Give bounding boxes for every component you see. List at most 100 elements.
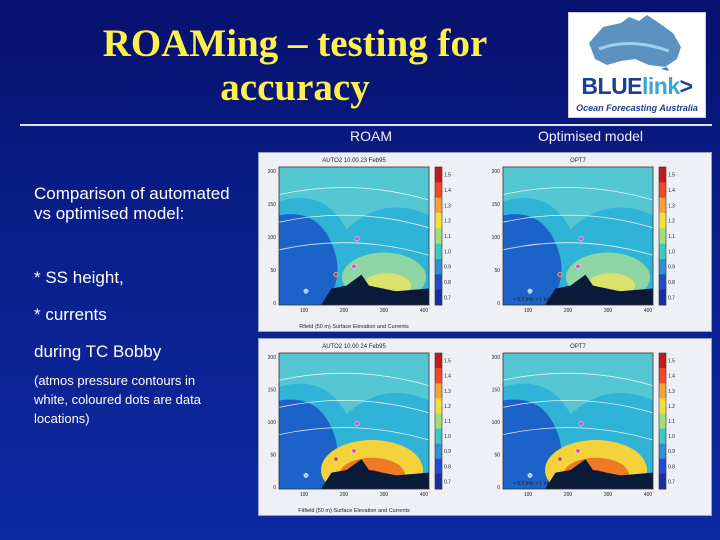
logo-word-link: link (642, 73, 680, 99)
y-tick-label: 200 (268, 355, 277, 361)
model-map (279, 167, 429, 305)
y-tick-label: 200 (268, 169, 277, 175)
colorbar-segment (435, 443, 442, 460)
map-xlabel: Rfield (50 m) Surface Elevation and Curr… (299, 324, 409, 330)
colorbar-tick-label: 0.7 (668, 295, 675, 301)
colorbar-segment (659, 473, 666, 490)
coastline (545, 459, 653, 489)
colorbar-tick-label: 0.8 (668, 464, 675, 470)
colorbar-tick-label: 0.7 (444, 295, 451, 301)
comparison-heading: Comparison of automated vs optimised mod… (34, 184, 230, 223)
map-left: AUTO2 10.00 24 Feb95 1.5 1.4 1.3 1.2 1.1 1.0 0.… (268, 344, 452, 498)
colorbar-segment (659, 443, 666, 460)
colorbar-tick-label: 1.1 (668, 234, 675, 240)
y-tick-label: 100 (268, 420, 277, 426)
colorbar-segment (435, 353, 442, 369)
colorbar-segment (659, 289, 666, 306)
data-location-dot (303, 288, 309, 294)
map-title: AUTO2 10.00 23 Feb95 (322, 158, 386, 164)
bullet-ss-height: * SS height, (34, 268, 124, 287)
figure-panel-23feb: AUTO2 10.00 23 Feb95 1.5 1.4 1.3 1.2 1.1 1.0 0.… (258, 152, 712, 332)
y-tick-label: 200 (492, 169, 501, 175)
colorbar-tick-label: 1.4 (668, 188, 675, 194)
colorbar-segment (659, 458, 666, 475)
x-tick-label: 300 (380, 492, 389, 498)
y-tick-label: 100 (492, 235, 501, 241)
colorbar-segment (435, 398, 442, 414)
x-tick-label: 300 (604, 492, 613, 498)
map-right: OPT7 1.5 1.4 1.3 1.2 1.1 1.0 0.9 0.8 0.7 200 150 100… (492, 158, 676, 314)
title-divider (20, 124, 712, 126)
colorbar-tick-label: 1.0 (668, 434, 675, 440)
x-tick-label: 100 (524, 492, 533, 498)
colorbar-tick-label: 1.3 (668, 389, 675, 395)
data-location-dot (354, 236, 360, 242)
colorbar-segment (659, 167, 666, 183)
colorbar-tick-label: 0.8 (444, 280, 451, 286)
x-tick-label: 100 (524, 308, 533, 314)
column-label-optimised: Optimised model (538, 128, 644, 144)
logo-word-arrow: > (679, 73, 693, 99)
y-tick-label: 50 (270, 268, 276, 274)
colorbar-tick-label: 0.7 (668, 479, 675, 485)
colorbar-segment (659, 182, 666, 199)
colorbar-segment (435, 274, 442, 291)
logo-word-blue: BLUE (581, 73, 643, 99)
map-title: OPT7 (570, 158, 586, 164)
colorbar-tick-label: 1.2 (668, 404, 675, 410)
colorbar-segment (435, 197, 442, 214)
data-location-dot (575, 263, 581, 269)
bullet-currents: * currents (34, 305, 107, 324)
y-tick-label: 100 (492, 420, 501, 426)
x-tick-label: 200 (340, 492, 349, 498)
colorbar-segment (435, 228, 442, 245)
column-label-roam: ROAM (350, 128, 392, 144)
colorbar-segment (659, 353, 666, 369)
x-tick-label: 300 (604, 308, 613, 314)
colorbar-tick-label: 1.4 (668, 374, 675, 380)
colorbar-segment (659, 213, 666, 229)
colorbar-tick-label: 0.9 (668, 449, 675, 455)
colorbar-segment (435, 413, 442, 430)
slide-title-line2: accuracy (220, 66, 370, 109)
vector-legend: < 0.5 m/s > 1 m/s > 1.5 m/s (513, 297, 574, 303)
colorbar-tick-label: 1.5 (668, 359, 675, 365)
x-tick-label: 100 (300, 308, 309, 314)
colorbar-tick-label: 1.3 (668, 203, 675, 209)
colorbar-tick-label: 1.3 (444, 389, 451, 395)
data-location-dot (351, 263, 357, 269)
y-tick-label: 150 (268, 388, 277, 394)
y-tick-label: 0 (273, 301, 276, 307)
y-tick-label: 200 (492, 355, 501, 361)
y-tick-label: 100 (268, 235, 277, 241)
logo-tagline: Ocean Forecasting Australia (576, 103, 698, 113)
x-tick-label: 400 (420, 308, 429, 314)
y-tick-label: 50 (494, 453, 500, 459)
model-map (279, 353, 429, 489)
map-left: AUTO2 10.00 23 Feb95 1.5 1.4 1.3 1.2 1.1 1.0 0.… (268, 158, 452, 314)
colorbar-segment (659, 243, 666, 260)
logo-wordmark: BLUElink> (569, 73, 705, 100)
colorbar-tick-label: 1.4 (444, 374, 451, 380)
colorbar-tick-label: 0.9 (668, 265, 675, 271)
colorbar-tick-label: 1.0 (668, 249, 675, 255)
x-tick-label: 300 (380, 308, 389, 314)
colorbar-segment (659, 228, 666, 245)
data-location-dot (527, 472, 533, 478)
map-title: AUTO2 10.00 24 Feb95 (322, 344, 386, 350)
colorbar-tick-label: 0.7 (444, 479, 451, 485)
event-label: during TC Bobby (34, 342, 162, 361)
colorbar-segment (659, 259, 666, 275)
coastline (321, 459, 429, 489)
model-map (503, 353, 653, 489)
map-title: OPT7 (570, 344, 586, 350)
colorbar-tick-label: 1.5 (668, 173, 675, 179)
bluelink-logo: BLUElink> Ocean Forecasting Australia (568, 12, 706, 118)
colorbar-segment (659, 274, 666, 291)
colorbar-segment (435, 368, 442, 384)
slide-title: ROAMing – testing for accuracy (40, 22, 550, 110)
colorbar-segment (435, 383, 442, 399)
colorbar-tick-label: 0.9 (444, 265, 451, 271)
colorbar-segment (435, 259, 442, 275)
colorbar-tick-label: 1.1 (668, 419, 675, 425)
